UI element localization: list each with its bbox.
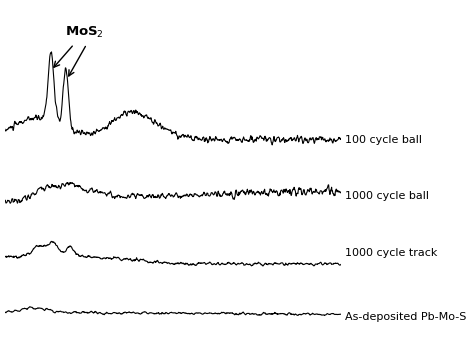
Text: As-deposited Pb-Mo-S: As-deposited Pb-Mo-S bbox=[346, 312, 467, 322]
Text: 1000 cycle ball: 1000 cycle ball bbox=[346, 191, 429, 201]
Text: 100 cycle ball: 100 cycle ball bbox=[346, 134, 422, 145]
Text: 1000 cycle track: 1000 cycle track bbox=[346, 248, 438, 258]
Text: MoS$_2$: MoS$_2$ bbox=[65, 25, 104, 40]
